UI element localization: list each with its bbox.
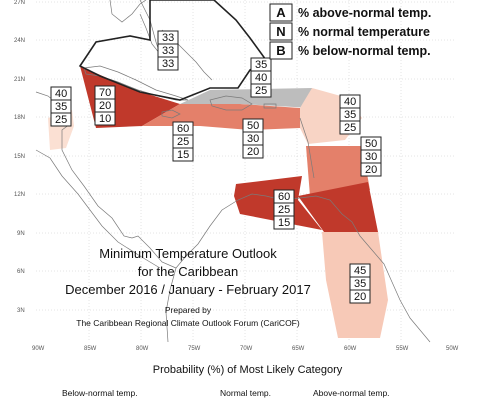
title-line-1: Minimum Temperature Outlook (99, 246, 277, 261)
below-value: 25 (344, 122, 356, 134)
probability-box-turks-caicos: 35 40 25 (250, 57, 272, 98)
normal-value: 40 (255, 72, 267, 84)
key-text-normal: % normal temperature (298, 25, 430, 39)
lat-tick: 6N (17, 269, 25, 275)
lat-tick: 18N (14, 115, 25, 121)
lesser-antilles (299, 117, 315, 179)
lat-tick: 21N (14, 77, 25, 83)
longitude-ticks: 90W 85W 80W 75W 70W 65W 60W 55W 50W (32, 346, 459, 352)
lat-tick: 27N (14, 0, 25, 6)
lon-tick: 80W (136, 346, 149, 352)
lon-tick: 50W (446, 346, 459, 352)
normal-value: 20 (99, 100, 111, 112)
above-value: 50 (365, 138, 377, 150)
normal-value: 25 (177, 136, 189, 148)
probability-box-bahamas-north: 33 33 33 (157, 30, 179, 71)
below-value: 20 (365, 164, 377, 176)
lat-tick: 15N (14, 154, 25, 160)
below-value: 25 (55, 114, 67, 126)
key-letter-below: B (276, 43, 285, 58)
lon-tick: 60W (344, 346, 357, 352)
lon-tick: 90W (32, 346, 45, 352)
below-value: 20 (247, 146, 259, 158)
probability-box-guianas: 45 35 20 (349, 263, 371, 304)
lat-tick: 3N (17, 308, 25, 314)
lat-tick: 24N (14, 38, 25, 44)
title-line-2: for the Caribbean (138, 264, 238, 279)
above-value: 70 (99, 87, 111, 99)
key-letter-normal: N (276, 24, 285, 39)
above-value: 50 (247, 120, 259, 132)
key-letter-above: A (276, 5, 286, 20)
probability-box-hispaniola-pr: 50 30 20 (242, 118, 264, 159)
legend-above-normal: Above-normal temp. (313, 388, 390, 398)
below-value: 25 (255, 85, 267, 97)
above-value: 45 (354, 265, 366, 277)
above-value: 40 (55, 88, 67, 100)
above-value: 40 (344, 96, 356, 108)
lat-tick: 9N (17, 231, 25, 237)
probability-box-belize: 40 35 25 (50, 86, 72, 127)
normal-value: 35 (354, 278, 366, 290)
puerto-rico (263, 103, 277, 109)
gulf-coast (109, 0, 147, 23)
prepared-org: The Caribbean Regional Climate Outlook F… (76, 318, 300, 328)
title-line-3: December 2016 / January - February 2017 (65, 282, 311, 297)
above-value: 60 (278, 191, 290, 203)
below-value: 10 (99, 113, 111, 125)
jamaica (161, 109, 181, 119)
legend-below-normal: Below-normal temp. (62, 388, 138, 398)
probability-box-northern-leewards: 40 35 25 (339, 94, 361, 135)
prepared-by: Prepared by (165, 305, 212, 315)
hispaniola (209, 95, 253, 111)
normal-value: 25 (278, 204, 290, 216)
above-value: 33 (162, 32, 174, 44)
lon-tick: 85W (84, 346, 97, 352)
central-america-pacific (35, 149, 161, 269)
normal-value: 30 (365, 151, 377, 163)
above-value: 35 (255, 59, 267, 71)
normal-value: 30 (247, 133, 259, 145)
probability-box-cuba-cayman: 70 20 10 (94, 85, 116, 126)
south-america-north (175, 193, 431, 343)
region-turks-shade (180, 88, 312, 108)
lon-tick: 75W (188, 346, 201, 352)
latitude-ticks: 27N 24N 21N 18N 15N 12N 9N 6N 3N (14, 0, 25, 314)
below-value: 15 (278, 217, 290, 229)
probability-box-windwards: 50 30 20 (360, 136, 382, 177)
bahamas-north-outline (78, 0, 268, 101)
probability-box-jamaica: 60 25 15 (172, 121, 194, 162)
map-title: Minimum Temperature Outlook for the Cari… (65, 246, 311, 328)
above-value: 60 (177, 123, 189, 135)
colombia-interior (165, 267, 177, 343)
normal-value: 33 (162, 45, 174, 57)
lon-tick: 70W (240, 346, 253, 352)
lat-tick: 12N (14, 192, 25, 198)
below-value: 15 (177, 149, 189, 161)
key-text-above: % above-normal temp. (298, 6, 431, 20)
normal-value: 35 (344, 109, 356, 121)
normal-value: 35 (55, 101, 67, 113)
probability-box-abc-islands: 60 25 15 (273, 189, 295, 230)
region-outlines (78, 0, 268, 101)
category-key: A N B % above-normal temp. % normal temp… (269, 3, 431, 60)
region-abc2-shade (298, 182, 378, 232)
lon-tick: 65W (292, 346, 305, 352)
below-value: 33 (162, 58, 174, 70)
below-value: 20 (354, 291, 366, 303)
lon-tick: 55W (396, 346, 409, 352)
key-text-below: % below-normal temp. (298, 44, 431, 58)
legend-title: Probability (%) of Most Likely Category (152, 364, 343, 376)
legend-normal: Normal temp. (220, 388, 272, 398)
